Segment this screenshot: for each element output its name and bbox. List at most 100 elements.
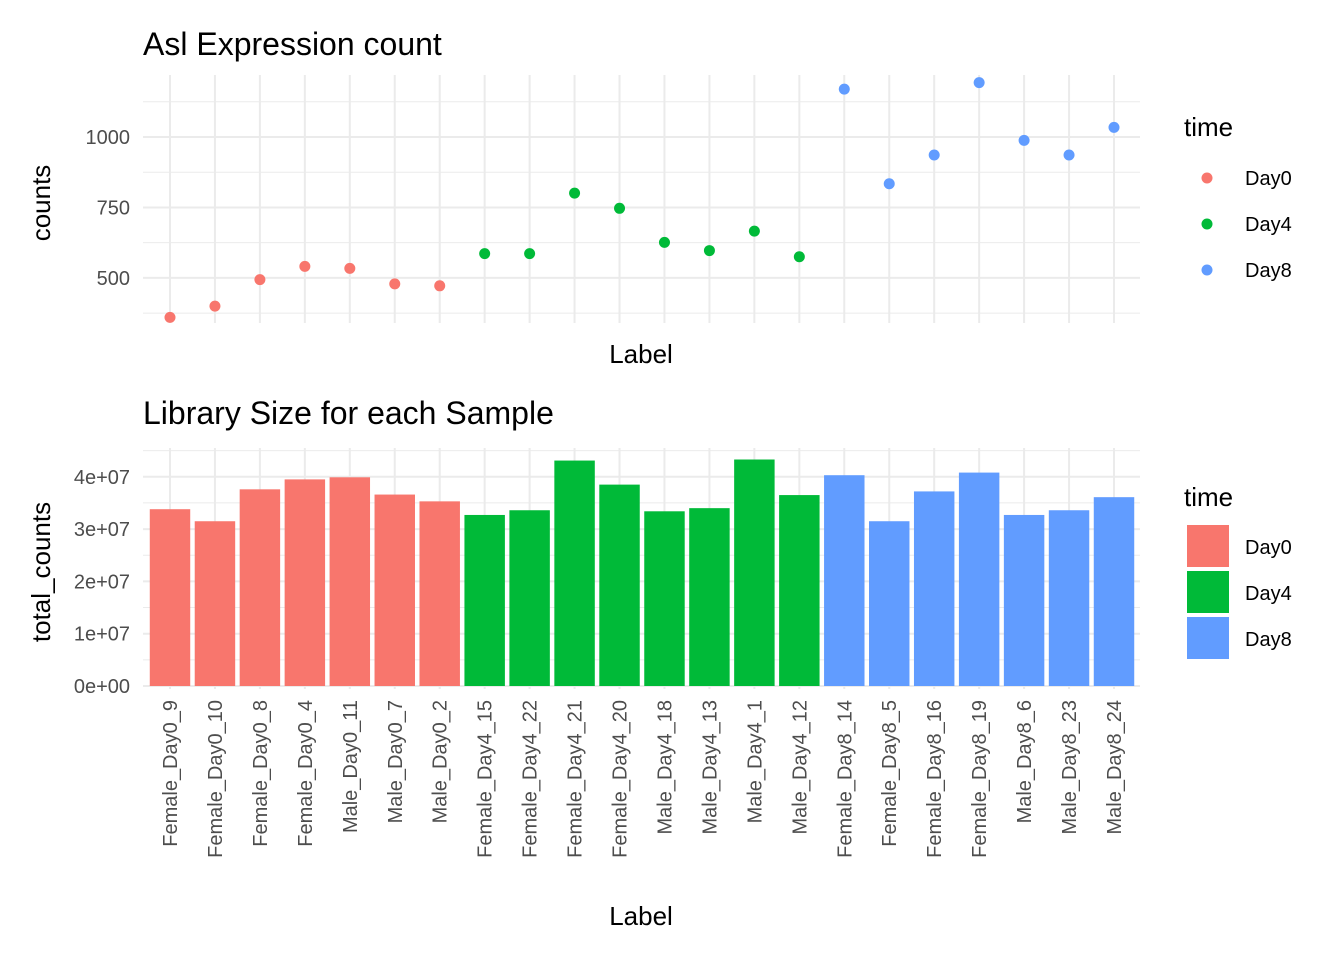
x-tick-label: Male_Day4_12 bbox=[789, 700, 811, 835]
point-Male_Day4_13 bbox=[703, 245, 715, 257]
scatter-legend: time Day0 Day4 Day8 bbox=[1184, 112, 1292, 282]
bar-Female_Day8_14 bbox=[824, 475, 865, 686]
scatter-y-ticks: 500 750 1000 bbox=[86, 127, 131, 290]
x-tick-label: Female_Day8_16 bbox=[924, 700, 946, 858]
legend-key-Day4 bbox=[1187, 571, 1229, 613]
point-Male_Day4_1 bbox=[748, 225, 760, 237]
y-tick-label: 1000 bbox=[86, 127, 131, 149]
y-tick-label: 4e+07 bbox=[74, 467, 130, 489]
bar-Male_Day8_6 bbox=[1003, 514, 1045, 686]
x-tick-label: Female_Day4_20 bbox=[610, 700, 632, 858]
bar-Female_Day0_4 bbox=[284, 479, 326, 686]
x-tick-label: Female_Day0_8 bbox=[250, 700, 272, 847]
bar-Male_Day0_2 bbox=[419, 501, 460, 686]
bar-Male_Day4_12 bbox=[779, 495, 820, 686]
legend-label-Day0: Day0 bbox=[1245, 168, 1292, 190]
bars bbox=[149, 459, 1135, 686]
x-tick-label: Female_Day8_14 bbox=[834, 700, 856, 858]
bar-Female_Day0_9 bbox=[149, 509, 191, 686]
y-tick-label: 750 bbox=[97, 197, 130, 219]
x-tick-label: Male_Day0_7 bbox=[385, 700, 407, 823]
bar-y-axis-title: total_counts bbox=[26, 502, 56, 642]
bar-Male_Day0_11 bbox=[329, 477, 371, 686]
x-tick-label: Female_Day4_22 bbox=[520, 700, 542, 858]
point-Male_Day8_23 bbox=[1063, 149, 1075, 161]
point-Male_Day8_24 bbox=[1108, 121, 1120, 133]
point-Female_Day0_10 bbox=[209, 300, 221, 312]
point-Female_Day4_21 bbox=[569, 187, 581, 199]
x-tick-label: Female_Day0_4 bbox=[295, 700, 317, 847]
bar-x-axis-title: Label bbox=[609, 901, 673, 931]
y-tick-label: 500 bbox=[97, 268, 130, 290]
legend-label-Day4: Day4 bbox=[1245, 214, 1292, 236]
x-tick-label: Female_Day4_21 bbox=[565, 700, 587, 858]
x-tick-label: Female_Day0_10 bbox=[205, 700, 227, 858]
bar-Male_Day4_13 bbox=[689, 508, 730, 686]
bar-y-ticks: 0e+00 1e+07 2e+07 3e+07 4e+07 bbox=[74, 467, 130, 698]
x-tick-label: Male_Day0_11 bbox=[340, 700, 362, 833]
point-Female_Day8_14 bbox=[838, 83, 850, 95]
bar-Female_Day0_8 bbox=[239, 489, 281, 686]
point-Male_Day4_18 bbox=[658, 236, 670, 248]
bar-legend-title: time bbox=[1184, 482, 1233, 512]
point-Female_Day4_22 bbox=[524, 248, 536, 260]
legend-key-Day8 bbox=[1187, 617, 1229, 659]
x-tick-label: Male_Day8_23 bbox=[1059, 700, 1081, 835]
bar-Male_Day4_18 bbox=[644, 511, 685, 686]
point-Female_Day8_19 bbox=[973, 77, 985, 89]
scatter-legend-title: time bbox=[1184, 112, 1233, 142]
x-tick-label: Male_Day4_1 bbox=[744, 700, 766, 823]
y-tick-label: 1e+07 bbox=[74, 624, 130, 646]
scatter-y-axis-title: counts bbox=[26, 165, 56, 242]
x-tick-label: Female_Day0_9 bbox=[160, 700, 182, 847]
legend-key-Day0 bbox=[1201, 172, 1213, 184]
point-Female_Day0_8 bbox=[254, 274, 266, 286]
point-Male_Day0_11 bbox=[344, 262, 356, 274]
legend-label-Day8: Day8 bbox=[1245, 260, 1292, 282]
scatter-title: Asl Expression count bbox=[143, 26, 442, 62]
bar-Female_Day4_15 bbox=[464, 514, 505, 686]
y-tick-label: 3e+07 bbox=[74, 519, 130, 541]
point-Male_Day0_2 bbox=[434, 280, 446, 292]
point-Female_Day0_9 bbox=[164, 311, 176, 323]
point-Female_Day8_16 bbox=[928, 149, 940, 161]
point-Male_Day0_7 bbox=[389, 278, 401, 290]
bar-Female_Day8_16 bbox=[913, 491, 955, 686]
x-tick-label: Male_Day4_13 bbox=[699, 700, 721, 835]
x-tick-label: Male_Day8_24 bbox=[1104, 700, 1126, 835]
x-tick-label: Female_Day8_19 bbox=[969, 700, 991, 858]
bar-x-ticks: Female_Day0_9 Female_Day0_10 Female_Day0_8… bbox=[160, 700, 1126, 858]
scatter-points bbox=[164, 77, 1120, 323]
x-tick-label: Male_Day8_6 bbox=[1014, 700, 1036, 823]
bar-Female_Day8_5 bbox=[869, 521, 910, 686]
point-Female_Day0_4 bbox=[299, 260, 311, 272]
bar-Female_Day4_21 bbox=[554, 460, 595, 686]
y-tick-label: 0e+00 bbox=[74, 676, 130, 698]
bar-Female_Day0_10 bbox=[194, 521, 236, 686]
x-tick-label: Male_Day4_18 bbox=[654, 700, 676, 835]
point-Female_Day8_5 bbox=[883, 178, 895, 190]
scatter-grid bbox=[143, 75, 1140, 323]
legend-label-Day8: Day8 bbox=[1245, 629, 1292, 651]
x-tick-label: Female_Day8_5 bbox=[879, 700, 901, 847]
legend-key-Day4 bbox=[1201, 218, 1213, 230]
bar-legend: time Day0 Day4 Day8 bbox=[1184, 482, 1292, 659]
bar-panel: Library Size for each Sample 0e+00 1e+07 2… bbox=[26, 395, 1292, 931]
scatter-x-axis-title: Label bbox=[609, 339, 673, 369]
bar-Female_Day8_19 bbox=[958, 472, 1000, 686]
bar-Male_Day0_7 bbox=[374, 494, 415, 686]
y-tick-label: 2e+07 bbox=[74, 571, 130, 593]
bar-Female_Day4_22 bbox=[509, 510, 550, 686]
legend-key-Day0 bbox=[1187, 525, 1229, 567]
legend-label-Day0: Day0 bbox=[1245, 537, 1292, 559]
x-tick-label: Female_Day4_15 bbox=[475, 700, 497, 858]
legend-key-Day8 bbox=[1201, 264, 1213, 276]
point-Male_Day8_6 bbox=[1018, 134, 1030, 146]
legend-label-Day4: Day4 bbox=[1245, 583, 1292, 605]
bar-Male_Day8_23 bbox=[1048, 510, 1090, 686]
bar-Male_Day8_24 bbox=[1093, 497, 1135, 686]
point-Female_Day4_20 bbox=[614, 202, 626, 214]
bar-title: Library Size for each Sample bbox=[143, 395, 554, 431]
x-tick-label: Male_Day0_2 bbox=[430, 700, 452, 823]
